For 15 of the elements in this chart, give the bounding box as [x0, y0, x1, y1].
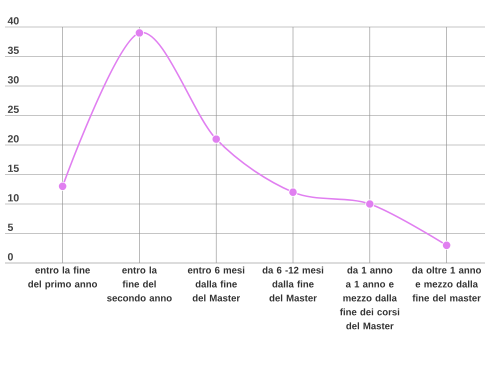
y-tick-label: 15: [8, 164, 19, 172]
x-tick-label: entro la fine del secondo anno: [107, 266, 172, 302]
y-tick-label: 40: [8, 17, 19, 24]
x-tick-label: da 1 anno a 1 anno e mezzo dalla fine dei corsi del Master: [340, 266, 400, 330]
x-tick-label: da oltre 1 anno e mezzo dalla fine del master: [412, 266, 482, 302]
y-tick-label: 5: [8, 224, 14, 231]
y-tick-label: 0: [8, 253, 13, 260]
y-tick-label: 10: [8, 194, 19, 202]
y-tick-label: 35: [8, 46, 19, 54]
y-tick-label: 25: [8, 106, 19, 113]
x-tick-label: entro 6 mesi dalla fine del Master: [188, 266, 244, 302]
x-tick-label: da 6 -12 mesi dalla fine del Master: [262, 266, 324, 302]
y-tick-label: 20: [8, 135, 19, 142]
x-tick-label: entro la fine del primo anno: [28, 266, 98, 290]
y-tick-label: 30: [8, 76, 19, 84]
